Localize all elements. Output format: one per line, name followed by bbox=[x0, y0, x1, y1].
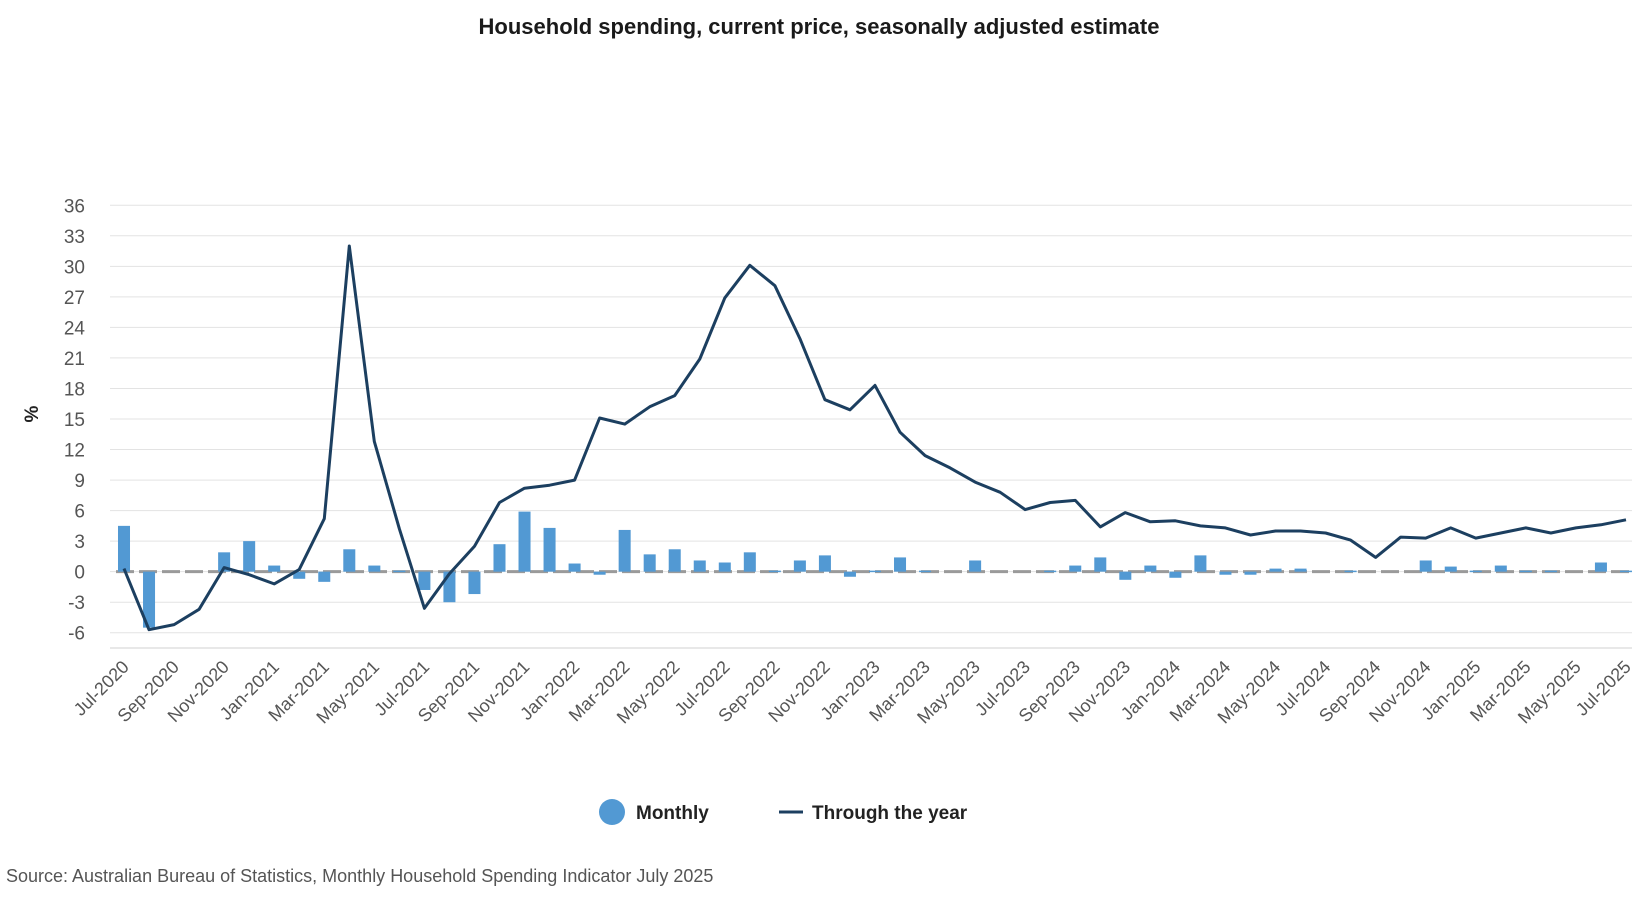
monthly-bars bbox=[117, 511, 1632, 628]
monthly-bar bbox=[243, 541, 256, 572]
monthly-bar bbox=[293, 571, 306, 579]
through-year-line bbox=[122, 244, 1627, 632]
monthly-bar bbox=[718, 562, 731, 572]
monthly-bar bbox=[969, 560, 982, 572]
monthly-bar bbox=[1344, 570, 1357, 573]
monthly-bar bbox=[1544, 570, 1557, 573]
y-tick-label: 18 bbox=[64, 379, 85, 400]
legend-through-year-label: Through the year bbox=[812, 803, 968, 824]
monthly-bar bbox=[1144, 565, 1157, 572]
monthly-bar bbox=[1494, 565, 1507, 572]
y-tick-label: 33 bbox=[64, 227, 85, 248]
monthly-bar bbox=[668, 549, 681, 572]
monthly-bar bbox=[1169, 571, 1182, 578]
monthly-bar bbox=[343, 549, 356, 572]
monthly-bar bbox=[368, 565, 381, 572]
y-tick-label: 27 bbox=[64, 288, 85, 309]
monthly-bar bbox=[493, 544, 506, 572]
monthly-bar bbox=[693, 560, 706, 572]
monthly-bar bbox=[393, 570, 406, 573]
legend: Monthly Through the year bbox=[599, 799, 968, 825]
y-axis-label: % bbox=[22, 405, 43, 422]
y-tick-label: 9 bbox=[74, 471, 85, 492]
monthly-bar bbox=[468, 571, 481, 595]
monthly-bar bbox=[919, 570, 932, 573]
y-tick-label: 0 bbox=[74, 563, 85, 584]
x-axis-ticks: Jul-2020Sep-2020Nov-2020Jan-2021Mar-2021… bbox=[70, 657, 1635, 728]
monthly-bar bbox=[117, 525, 131, 572]
monthly-bar bbox=[1269, 568, 1282, 572]
monthly-bar bbox=[593, 571, 606, 575]
monthly-bar bbox=[793, 560, 806, 572]
legend-monthly-label: Monthly bbox=[636, 803, 709, 824]
through-year-path bbox=[122, 244, 1627, 632]
monthly-bar bbox=[868, 570, 881, 573]
monthly-bar bbox=[618, 529, 631, 572]
monthly-bar bbox=[268, 565, 281, 572]
y-tick-label: 30 bbox=[64, 257, 85, 278]
source-note: Source: Australian Bureau of Statistics,… bbox=[6, 866, 714, 886]
monthly-bar bbox=[1419, 560, 1432, 572]
y-tick-label: 24 bbox=[64, 318, 86, 339]
monthly-bar bbox=[643, 554, 656, 572]
chart-title: Household spending, current price, seaso… bbox=[478, 14, 1160, 39]
monthly-bar bbox=[1194, 555, 1207, 572]
monthly-bar bbox=[1619, 570, 1632, 573]
monthly-bar bbox=[143, 571, 156, 628]
monthly-bar bbox=[1469, 570, 1482, 573]
y-tick-label: 3 bbox=[74, 532, 85, 553]
y-tick-label: 36 bbox=[64, 196, 85, 217]
monthly-bar bbox=[1119, 571, 1132, 580]
monthly-bar bbox=[218, 552, 231, 572]
monthly-bar bbox=[418, 571, 431, 590]
y-tick-label: -3 bbox=[68, 593, 85, 614]
monthly-bar bbox=[1294, 568, 1307, 572]
monthly-bar bbox=[768, 570, 781, 573]
monthly-bar bbox=[1244, 571, 1257, 575]
y-tick-label: 12 bbox=[64, 441, 85, 462]
monthly-bar bbox=[1044, 570, 1057, 573]
y-tick-label: 21 bbox=[64, 349, 85, 370]
monthly-bar bbox=[843, 571, 856, 577]
monthly-bar bbox=[1094, 557, 1107, 572]
monthly-bar bbox=[1594, 562, 1607, 572]
monthly-bar bbox=[743, 552, 756, 572]
monthly-bar bbox=[443, 571, 456, 603]
grid-lines bbox=[110, 204, 1632, 649]
monthly-bar bbox=[318, 571, 331, 582]
monthly-bar bbox=[543, 527, 556, 572]
y-tick-label: 15 bbox=[64, 410, 85, 431]
y-tick-label: 6 bbox=[74, 502, 85, 523]
monthly-bar bbox=[818, 555, 831, 572]
monthly-bar bbox=[1444, 566, 1457, 572]
monthly-bar bbox=[894, 557, 907, 572]
monthly-bar bbox=[1219, 571, 1232, 575]
x-tick-label: Jul-2025 bbox=[1572, 657, 1635, 720]
monthly-bar bbox=[518, 511, 531, 572]
monthly-bar bbox=[1519, 570, 1532, 573]
monthly-bar bbox=[1069, 565, 1082, 572]
y-tick-label: -6 bbox=[68, 624, 85, 645]
legend-monthly-swatch bbox=[599, 799, 625, 825]
monthly-bar bbox=[568, 563, 581, 572]
